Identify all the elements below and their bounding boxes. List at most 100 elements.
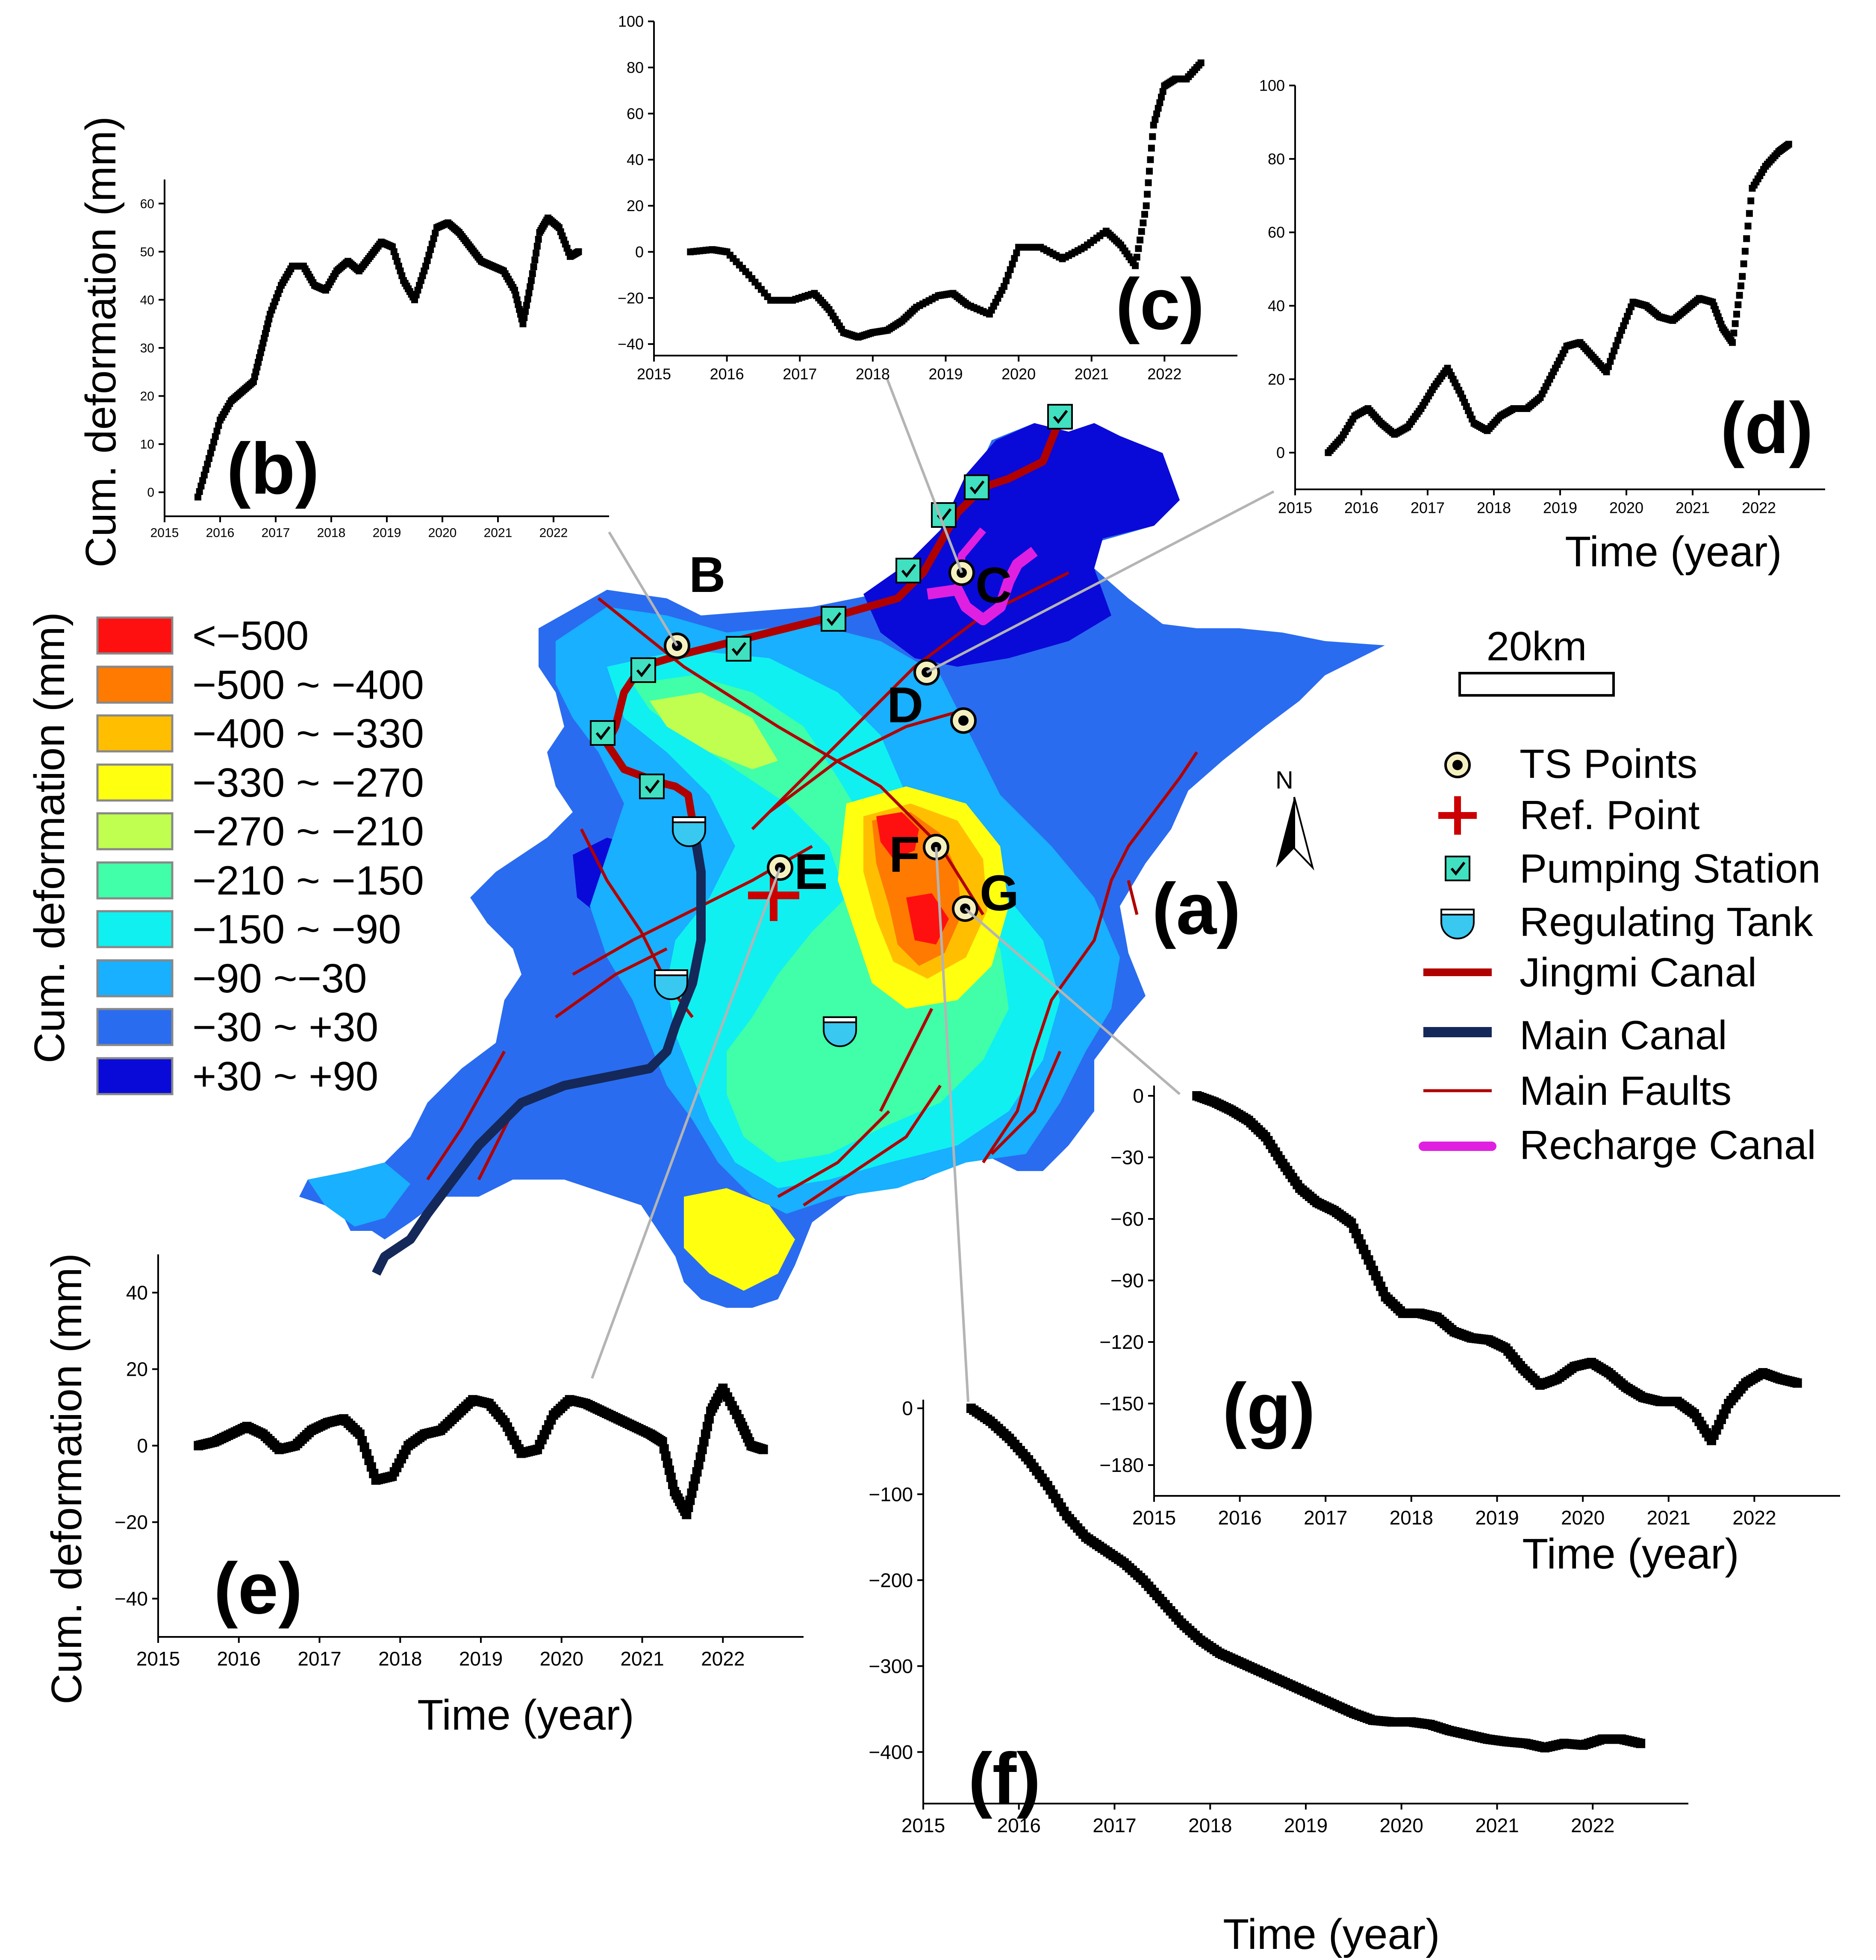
- data-point: [425, 251, 433, 259]
- legend-swatch-7: [96, 959, 174, 998]
- data-point: [661, 1451, 671, 1461]
- x-tick-label: 2021: [1475, 1814, 1519, 1836]
- data-point: [1137, 236, 1144, 244]
- y-tick-label: 20: [627, 197, 644, 215]
- x-tick-label: 2022: [1732, 1507, 1776, 1529]
- legend-swatch-3: [96, 763, 174, 802]
- data-point: [689, 1481, 698, 1491]
- x-tick-label: 2021: [1676, 499, 1710, 516]
- point-label-d: D: [887, 677, 923, 733]
- data-point: [206, 455, 212, 462]
- data-point: [530, 263, 537, 271]
- x-tick-label: 2019: [373, 526, 401, 540]
- point-label-f: F: [889, 827, 920, 883]
- leader-lines: [591, 377, 1275, 1402]
- data-point: [701, 1429, 710, 1439]
- data-point: [1154, 105, 1162, 112]
- data-point: [1792, 1378, 1802, 1388]
- data-point: [666, 1472, 676, 1482]
- legend-regulating-tank-icon: [1440, 909, 1475, 939]
- data-point: [1736, 291, 1743, 299]
- data-point: [1152, 116, 1159, 123]
- legend-title: Cum. deformation (mm): [26, 612, 74, 1063]
- y-tick-label: 50: [140, 245, 154, 259]
- data-point: [533, 242, 541, 250]
- data-point: [687, 1488, 697, 1498]
- data-point: [1737, 282, 1744, 289]
- legend-label-8: −30 ~ +30: [192, 1004, 378, 1050]
- y-tick-label: 40: [140, 293, 154, 307]
- data-point: [692, 1467, 702, 1477]
- data-point: [664, 1466, 674, 1475]
- regulating-tank-icon: [654, 969, 688, 1000]
- legend-ts-points: TS Points: [1520, 741, 1697, 787]
- x-tick-label: 2017: [783, 365, 817, 383]
- xlabel-d: Time (year): [1565, 528, 1782, 576]
- x-tick-label: 2022: [1147, 365, 1181, 383]
- x-tick-label: 2017: [262, 526, 290, 540]
- data-point: [699, 1437, 709, 1447]
- x-tick-label: 2019: [928, 365, 963, 383]
- legend-jingmi-canal: Jingmi Canal: [1520, 950, 1757, 995]
- data-point: [215, 422, 222, 429]
- data-point: [1636, 1739, 1646, 1748]
- y-tick-label: −150: [1099, 1392, 1144, 1415]
- y-tick-label: 0: [635, 243, 644, 261]
- ts-point-icon: [950, 707, 977, 734]
- x-tick-label: 2017: [1093, 1814, 1136, 1836]
- y-tick-label: 10: [140, 438, 154, 452]
- regulating-tank-icon: [823, 1016, 857, 1047]
- x-tick-label: 2020: [428, 526, 457, 540]
- legend-ref-point-icon: [1438, 796, 1477, 835]
- x-tick-label: 2018: [1477, 499, 1511, 516]
- legend-label-2: −400 ~ −330: [192, 711, 424, 756]
- y-tick-label: −120: [1099, 1331, 1144, 1353]
- x-tick-label: 2015: [1278, 499, 1312, 516]
- deformation-map: B C D E F G (a) N 20km: [299, 377, 1615, 1402]
- data-point: [683, 1502, 693, 1512]
- main-canal: [372, 820, 706, 1276]
- point-label-b: B: [689, 547, 725, 603]
- y-tick-label: 80: [1268, 150, 1285, 168]
- pumping-station-icon: [895, 558, 921, 583]
- data-point: [1739, 273, 1746, 280]
- data-point: [1744, 222, 1752, 230]
- data-point: [1611, 347, 1618, 354]
- data-point: [1009, 260, 1016, 268]
- data-point: [575, 248, 582, 255]
- y-tick-label: 80: [627, 59, 644, 76]
- x-tick-label: 2021: [484, 526, 512, 540]
- x-tick-label: 2015: [901, 1814, 945, 1836]
- data-point: [1146, 168, 1153, 175]
- data-point: [1746, 210, 1753, 217]
- data-point: [210, 438, 218, 446]
- y-tick-label: 40: [126, 1282, 148, 1304]
- x-tick-label: 2017: [1411, 499, 1445, 516]
- north-label: N: [1275, 766, 1293, 794]
- data-point: [1785, 141, 1792, 148]
- panel-label-g: (g): [1222, 1368, 1315, 1450]
- x-tick-label: 2020: [1001, 365, 1036, 383]
- data-point: [1148, 144, 1155, 152]
- chart-g: 2015 2016 2017 2018 2019 2020 2021 2022 −180 −150…: [1099, 1085, 1840, 1529]
- data-point: [1730, 330, 1738, 337]
- pumping-station-icon: [590, 720, 616, 746]
- y-tick-label: 60: [140, 197, 154, 211]
- data-point: [695, 1452, 705, 1462]
- x-tick-label: 2020: [1380, 1814, 1423, 1836]
- legend-swatch-5: [96, 861, 174, 900]
- data-point: [1004, 272, 1012, 279]
- data-point: [529, 270, 536, 277]
- x-tick-label: 2016: [710, 365, 744, 383]
- data-point: [668, 1480, 677, 1489]
- data-point: [1608, 353, 1616, 360]
- recharge-canal: [927, 547, 1038, 625]
- data-point: [1001, 283, 1007, 290]
- data-point: [194, 493, 201, 500]
- regulating-tank-icon: [672, 816, 706, 847]
- data-point: [204, 460, 211, 468]
- x-tick-label: 2021: [620, 1648, 664, 1670]
- x-tick-label: 2018: [378, 1648, 422, 1670]
- y-tick-label: 100: [618, 13, 644, 30]
- data-point: [1747, 197, 1755, 204]
